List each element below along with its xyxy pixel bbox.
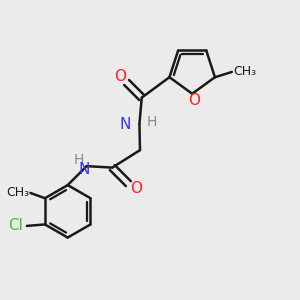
Text: N: N <box>78 162 89 177</box>
Text: O: O <box>188 93 200 108</box>
Text: Cl: Cl <box>8 218 22 233</box>
Text: CH₃: CH₃ <box>6 186 29 199</box>
Text: O: O <box>114 69 126 84</box>
Text: H: H <box>73 153 84 167</box>
Text: H: H <box>147 115 157 129</box>
Text: CH₃: CH₃ <box>233 65 256 78</box>
Text: O: O <box>130 182 142 196</box>
Text: N: N <box>120 117 131 132</box>
